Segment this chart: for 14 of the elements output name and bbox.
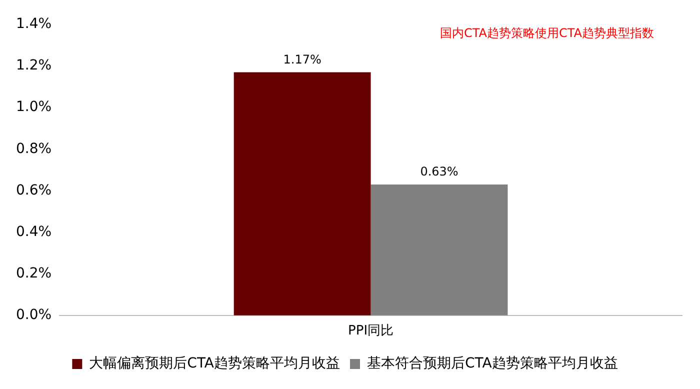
- y-tick-label: 0.0%: [16, 307, 52, 324]
- y-tick-label: 0.8%: [16, 140, 52, 157]
- x-tick-label: PPI同比: [348, 324, 394, 339]
- annotation: 国内CTA趋势策略使用CTA趋势典型指数: [440, 25, 655, 42]
- y-tick-label: 1.0%: [16, 99, 52, 116]
- y-tick-label: 1.2%: [16, 58, 52, 74]
- y-tick-label: 0.4%: [16, 224, 52, 240]
- y-tick-label: 1.4%: [16, 16, 52, 32]
- data-label: 0.63%: [420, 164, 458, 179]
- legend-label: 基本符合预期后CTA趋势策略平均月收益: [367, 356, 618, 372]
- data-label: 1.17%: [283, 52, 322, 66]
- y-tick-label: 0.2%: [16, 265, 52, 282]
- y-tick-label: 0.6%: [16, 182, 52, 198]
- legend-label: 大幅偏离预期后CTA趋势策略平均月收益: [89, 356, 340, 372]
